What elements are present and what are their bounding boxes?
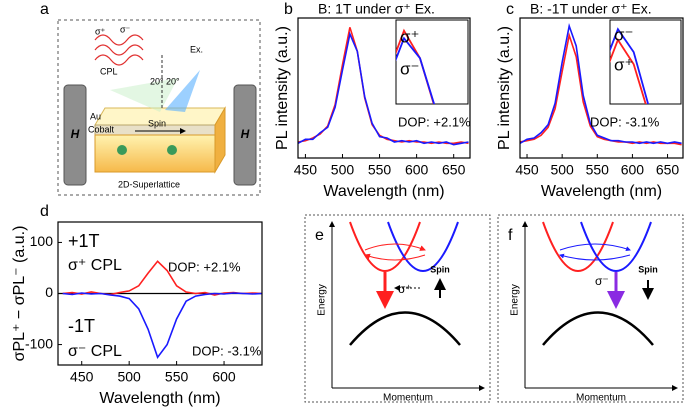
sigma-label: σ⁺ bbox=[95, 26, 106, 36]
panel-letter: f bbox=[508, 227, 513, 244]
magnet-label: H bbox=[71, 127, 80, 141]
axis-label: Energy bbox=[510, 284, 521, 316]
spin-label: Spin bbox=[148, 118, 166, 128]
scatter-arrow bbox=[364, 243, 426, 251]
panel-letter: e bbox=[315, 227, 324, 244]
chart-title: B: -1T under σ⁺ Ex. bbox=[530, 1, 652, 17]
annotation: DOP: -3.1% bbox=[192, 343, 262, 358]
scatter-arrow bbox=[559, 243, 631, 252]
annotation: σ⁻ bbox=[400, 59, 419, 78]
x-tick-label: 450 bbox=[70, 369, 94, 385]
panel-a: a H H CPL Ex. σ⁺ σ⁻ 20° 20° Au Cobalt Sp… bbox=[40, 1, 261, 196]
series-line bbox=[298, 31, 469, 146]
band bbox=[349, 221, 421, 272]
y-axis-label: PL intensity (a.u.) bbox=[274, 26, 291, 150]
transition-label: σ⁻ bbox=[595, 274, 609, 288]
annotation: σ⁻ CPL bbox=[68, 343, 122, 360]
x-tick-label: 600 bbox=[621, 162, 645, 178]
plot-frame bbox=[297, 17, 471, 159]
y-tick-label: -100 bbox=[25, 335, 53, 351]
sigma-label: σ⁻ bbox=[120, 24, 131, 34]
beam bbox=[165, 70, 200, 112]
transition-label: σ⁺ bbox=[398, 282, 412, 296]
slab-side bbox=[214, 106, 226, 174]
panel-frame bbox=[304, 214, 491, 403]
series-line bbox=[520, 22, 682, 145]
annotation: DOP: -3.1% bbox=[590, 114, 660, 129]
scatter-arrow bbox=[559, 253, 631, 261]
series-label: +1T bbox=[68, 231, 100, 251]
angle-label: 20° bbox=[150, 76, 164, 86]
x-tick-label: 500 bbox=[550, 162, 574, 178]
valence-band bbox=[542, 311, 654, 346]
layer-label: 2D-Superlattice bbox=[118, 179, 180, 189]
inset-line bbox=[396, 36, 436, 104]
annotation: σ⁺ bbox=[400, 27, 419, 46]
x-axis-label: Wavelength (nm) bbox=[323, 183, 444, 200]
angle-label: 20° bbox=[166, 76, 180, 86]
annotation: σ⁻ bbox=[614, 25, 633, 44]
x-tick-label: 500 bbox=[117, 369, 141, 385]
panel-e: e Energy Momentum σ⁺ Spin bbox=[304, 214, 491, 404]
panel-frame bbox=[497, 214, 684, 403]
series-line bbox=[62, 292, 262, 359]
annotation: DOP: +2.1% bbox=[168, 259, 241, 274]
x-tick-label: 450 bbox=[294, 162, 318, 178]
x-tick-label: 550 bbox=[586, 162, 610, 178]
panel-letter: d bbox=[40, 203, 49, 220]
spin-label: Spin bbox=[430, 264, 450, 274]
magnet-label: H bbox=[241, 127, 250, 141]
exciton bbox=[167, 145, 177, 155]
x-tick-label: 600 bbox=[212, 369, 236, 385]
band bbox=[580, 221, 652, 272]
magnet bbox=[233, 84, 257, 186]
band bbox=[542, 221, 614, 272]
axis-label: Momentum bbox=[576, 393, 626, 404]
cpl-coil bbox=[94, 34, 144, 66]
panel-frame bbox=[57, 19, 261, 196]
annotation: σ⁺ CPL bbox=[68, 257, 122, 274]
panel-letter: a bbox=[40, 1, 49, 18]
inset-frame bbox=[395, 19, 469, 105]
y-axis-label: PL intensity (a.u.) bbox=[496, 26, 513, 150]
x-tick-label: 550 bbox=[368, 162, 392, 178]
scatter-arrow bbox=[364, 253, 426, 261]
panel-letter: b bbox=[284, 1, 293, 18]
chart-title: B: 1T under σ⁺ Ex. bbox=[318, 1, 435, 17]
x-tick-label: 450 bbox=[515, 162, 539, 178]
y-axis-label: σPL⁺ − σPL⁻ (a.u.) bbox=[11, 226, 28, 362]
spin-label: Spin bbox=[638, 264, 658, 274]
annotation: σ⁺ bbox=[614, 55, 633, 74]
y-tick-label: 0 bbox=[45, 284, 53, 300]
x-tick-label: 650 bbox=[442, 162, 466, 178]
layer-label: Au bbox=[90, 111, 101, 121]
plot-frame bbox=[519, 17, 684, 159]
beam bbox=[110, 78, 178, 112]
series-line bbox=[520, 32, 682, 146]
x-tick-label: 650 bbox=[656, 162, 680, 178]
x-tick-label: 550 bbox=[165, 369, 189, 385]
axis-label: Momentum bbox=[383, 393, 433, 404]
superlattice bbox=[94, 134, 216, 173]
x-axis-label: Wavelength (nm) bbox=[541, 183, 662, 200]
plot-frame bbox=[57, 221, 263, 366]
magnet bbox=[63, 84, 87, 186]
x-tick-label: 500 bbox=[331, 162, 355, 178]
panel-f: f Energy Momentum σ⁻ Spin bbox=[497, 214, 684, 404]
panel-letter: c bbox=[506, 1, 514, 18]
axis-label: Energy bbox=[317, 284, 328, 316]
exciton bbox=[117, 145, 127, 155]
valence-band bbox=[349, 311, 461, 346]
band bbox=[387, 221, 459, 272]
y-tick-label: 100 bbox=[30, 233, 54, 249]
ex-label: Ex. bbox=[190, 44, 203, 54]
series-label: -1T bbox=[68, 316, 95, 336]
x-axis-label: Wavelength (nm) bbox=[99, 390, 220, 407]
cpl-label: CPL bbox=[100, 66, 118, 76]
x-tick-label: 600 bbox=[405, 162, 429, 178]
layer-label: Cobalt bbox=[88, 124, 115, 134]
annotation: DOP: +2.1% bbox=[398, 114, 471, 129]
